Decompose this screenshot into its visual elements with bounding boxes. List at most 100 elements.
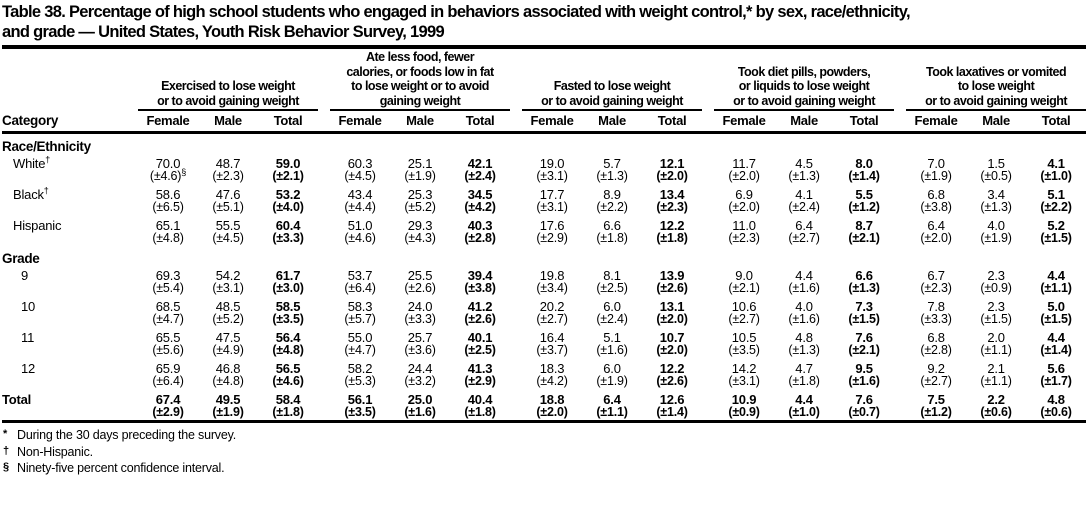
category-cell: 12 (21, 361, 36, 376)
ci-cell: (±2.6) (404, 281, 436, 295)
ci-cell: (±2.9) (536, 231, 568, 245)
value-cell: 53.2 (275, 187, 301, 202)
ci-cell: (±2.2) (1040, 200, 1072, 214)
ci-cell: (±5.2) (212, 312, 244, 326)
subheader-male: Male (966, 110, 1027, 134)
ci-cell: (±3.5) (344, 405, 376, 419)
ci-cell: (±1.8) (656, 231, 688, 245)
data-row: 9 69.3 54.2 61.7 53.7 25.5 39.4 19.8 8.1 13.9 9.0 4… (2, 265, 1086, 282)
ci-cell: (±2.4) (788, 200, 820, 214)
ci-cell: (±1.5) (1040, 312, 1072, 326)
value-cell: 20.2 (539, 299, 565, 314)
value-cell: 13.4 (659, 187, 685, 202)
footnote-marker: * (3, 428, 8, 440)
ci-cell: (±4.6)§ (149, 166, 187, 183)
ci-cell: (±1.2) (848, 200, 880, 214)
ci-cell: (±0.6) (980, 405, 1012, 419)
table-title-line1: Table 38. Percentage of high school stud… (2, 3, 911, 21)
spacer-cell (510, 296, 522, 313)
ci-cell: (±1.1) (980, 343, 1012, 357)
ci-cell: (±2.4) (596, 312, 628, 326)
value-cell: 12.6 (659, 392, 685, 407)
ci-cell: (±2.3) (656, 200, 688, 214)
spacer-cell (894, 282, 906, 296)
group-header-line: calories, or foods low in fat (346, 64, 494, 79)
subheader-male: Male (198, 110, 258, 134)
spacer-cell (318, 265, 330, 282)
value-cell: 16.4 (539, 330, 565, 345)
ci-cell: (±4.8) (272, 343, 304, 357)
group-header-diet-pills: Took diet pills, powders, or liquids to l… (714, 50, 895, 111)
ci-row: (±5.4) (±3.1) (±3.0) (±6.4) (±2.6) (±3.8) (±3.… (2, 282, 1086, 296)
spacer-cell (702, 327, 714, 344)
value-cell: 10.7 (659, 330, 685, 345)
value-cell: 49.5 (215, 392, 241, 407)
value-cell: 18.3 (539, 361, 565, 376)
spacer-cell (894, 313, 906, 327)
spacer-cell (510, 327, 522, 344)
ci-cell: (±2.0) (656, 343, 688, 357)
ci-cell: (±1.5) (1040, 231, 1072, 245)
ci-cell: (±2.0) (728, 200, 760, 214)
category-cell: White† (13, 154, 51, 171)
footnote-confidence-interval: § Ninety-five percent confidence interval… (3, 460, 1086, 477)
subheader-female: Female (138, 110, 198, 134)
value-cell: 41.2 (467, 299, 493, 314)
group-header-line: or to avoid gaining weight (541, 93, 683, 108)
value-cell: 17.6 (539, 218, 565, 233)
value-cell: 19.0 (539, 156, 565, 171)
value-cell: 58.5 (275, 299, 301, 314)
value-cell: 4.8 (795, 330, 813, 345)
ci-cell: (±1.6) (848, 374, 880, 388)
value-cell: 4.4 (1047, 268, 1065, 283)
ci-cell: (±2.3) (212, 169, 244, 183)
ci-cell: (±2.4) (464, 169, 496, 183)
category-column-header: Category (2, 50, 138, 134)
ci-cell: (±1.1) (596, 405, 628, 419)
subheader-female: Female (714, 110, 775, 134)
value-cell: 61.7 (275, 268, 301, 283)
ci-cell: (±1.4) (656, 405, 688, 419)
ci-cell: (±2.2) (596, 200, 628, 214)
footnote-text: During the 30 days preceding the survey. (17, 428, 236, 442)
subheader-female: Female (522, 110, 583, 134)
value-cell: 11.7 (732, 156, 756, 171)
group-header-line: or to avoid gaining weight (733, 93, 875, 108)
table-body: Race/Ethnicity White† 70.0 48.7 59.0 60.3 25.1… (2, 133, 1086, 422)
category-cell: Black† (13, 185, 49, 202)
ci-cell: (±1.3) (980, 200, 1012, 214)
ci-cell: (±0.6) (1040, 405, 1072, 419)
ci-cell: (±3.1) (536, 200, 568, 214)
ci-cell: (±3.7) (536, 343, 568, 357)
group-header-line: or liquids to lose weight (738, 79, 870, 93)
data-row: Hispanic 65.1 55.5 60.4 51.0 29.3 40.3 17.6 6.6 1… (2, 215, 1086, 232)
ci-cell: (±1.1) (1040, 281, 1072, 295)
spacer-cell (318, 358, 330, 375)
value-cell: 6.8 (927, 330, 945, 345)
spacer-cell (510, 375, 522, 389)
ci-row: (±2.9) (±1.9) (±1.8) (±3.5) (±1.6) (±1.8) (±2.… (2, 406, 1086, 422)
group-header-line: to lose weight (957, 79, 1035, 93)
ci-cell: (±2.7) (536, 312, 568, 326)
ci-cell: (±3.8) (464, 281, 496, 295)
ci-cell: (±2.6) (464, 312, 496, 326)
ci-cell: (±2.7) (788, 231, 820, 245)
ci-cell: (±1.5) (980, 312, 1012, 326)
ci-cell: (±4.3) (404, 231, 436, 245)
ci-cell: (±4.7) (344, 343, 376, 357)
ci-cell: (±1.9) (920, 169, 952, 183)
column-spacer (318, 50, 331, 134)
value-cell: 29.3 (407, 218, 433, 233)
ci-cell: (±4.2) (464, 200, 496, 214)
ci-cell: (±1.8) (596, 231, 628, 245)
category-cell (2, 170, 138, 184)
value-cell: 17.7 (539, 187, 565, 202)
spacer-cell (510, 201, 522, 215)
value-cell: 65.5 (155, 330, 181, 345)
value-cell: 40.3 (467, 218, 493, 233)
spacer-cell (510, 406, 522, 422)
ci-cell: (±5.3) (344, 374, 376, 388)
ci-cell: (±2.1) (272, 169, 304, 183)
spacer-cell (318, 201, 330, 215)
footnote-marker: § (3, 461, 9, 473)
